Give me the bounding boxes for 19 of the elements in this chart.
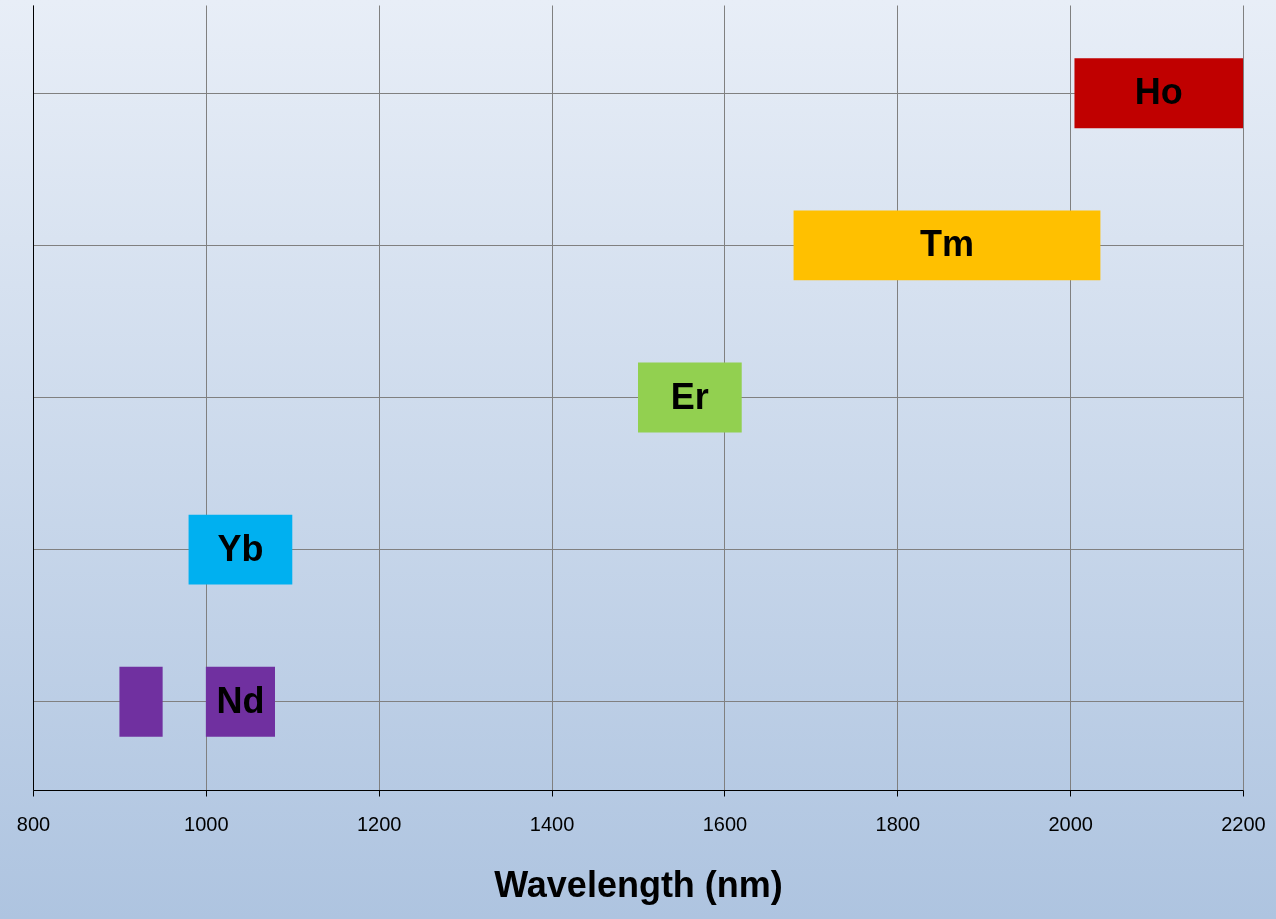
x-tick-label: 1800 (875, 812, 921, 835)
bar (638, 362, 742, 433)
y-tick-label: Ho (1134, 71, 1183, 113)
x-axis-title: Wavelength (nm) (494, 863, 783, 905)
x-tick-label: 2200 (1221, 812, 1266, 835)
bar (793, 210, 1101, 281)
x-tick-label: 1600 (702, 812, 748, 835)
x-tick-label: 1200 (356, 812, 402, 835)
y-tick-label: Yb (217, 527, 264, 569)
y-tick-label: Tm (919, 223, 974, 265)
x-tick-label: 1400 (529, 812, 575, 835)
bar (188, 514, 293, 585)
bar (1074, 58, 1243, 129)
y-tick-label: Er (670, 375, 709, 417)
x-tick-label: 1000 (184, 812, 229, 835)
y-tick-label: Nd (216, 679, 265, 721)
bar (119, 666, 163, 737)
x-tick-label: 800 (16, 812, 51, 835)
x-tick-label: 2000 (1048, 812, 1093, 835)
